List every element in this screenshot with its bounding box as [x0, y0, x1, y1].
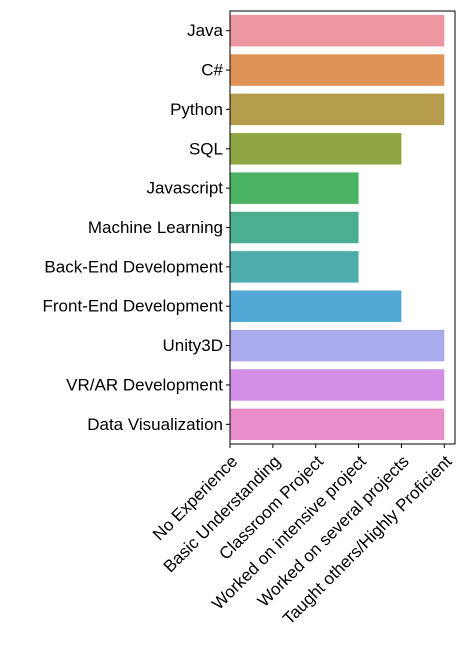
y-tick-label: Unity3D	[163, 336, 223, 355]
bar	[230, 172, 359, 204]
y-tick-label: SQL	[189, 139, 223, 158]
y-tick-label: Data Visualization	[87, 415, 223, 434]
y-tick-label: Front-End Development	[43, 297, 224, 316]
y-tick-label: Python	[170, 100, 223, 119]
y-tick-label: Java	[187, 21, 223, 40]
plot-frame	[229, 10, 456, 445]
y-tick-label: Back-End Development	[44, 257, 223, 276]
bar	[230, 211, 359, 244]
y-tick-label: Javascript	[146, 179, 223, 198]
y-tick-label: Machine Learning	[88, 218, 223, 237]
bar	[230, 408, 445, 441]
bar	[230, 93, 445, 126]
bar	[230, 290, 402, 322]
bar	[230, 251, 359, 283]
bar	[230, 329, 445, 362]
bar	[230, 133, 402, 165]
bar	[230, 369, 445, 401]
bar	[230, 14, 445, 47]
y-tick-label: VR/AR Development	[66, 375, 223, 394]
bar	[230, 54, 445, 86]
y-tick-label: C#	[201, 61, 223, 80]
